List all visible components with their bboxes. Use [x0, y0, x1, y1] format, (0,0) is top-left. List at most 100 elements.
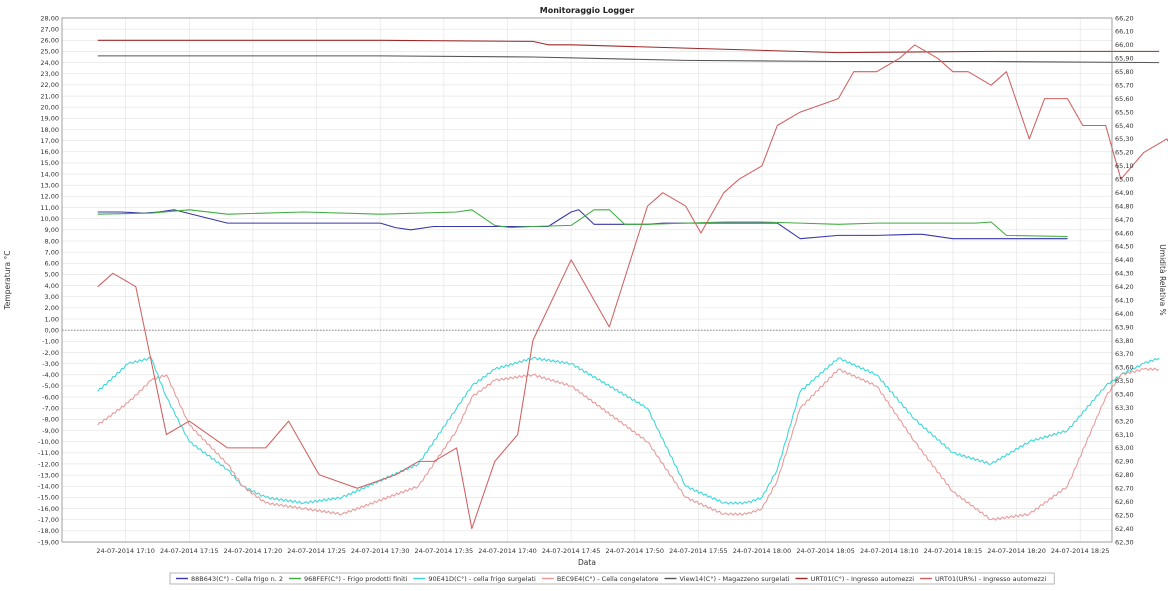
- series-line-6: [97, 44, 1168, 530]
- series-line-1: [97, 209, 1068, 238]
- y-tick-label: -7,00: [42, 405, 59, 413]
- y-tick-label: -2,00: [42, 349, 59, 357]
- legend-entry-2: 90E41D(C°) - cella frigo surgelati: [428, 575, 536, 583]
- x-tick-label: 24-07-2014 17:35: [415, 547, 474, 555]
- y2-tick-label: 64,40: [1115, 256, 1134, 264]
- y-axis-title: Temperatura °C: [3, 250, 12, 310]
- y-tick-label: 6,00: [45, 260, 59, 268]
- y-tick-label: 10,00: [40, 215, 59, 223]
- y-tick-label: 25,00: [40, 48, 59, 56]
- y-tick-label: -3,00: [42, 360, 59, 368]
- y-tick-label: -10,00: [38, 438, 59, 446]
- y2-tick-label: 64,50: [1115, 243, 1134, 251]
- legend-entry-4: View14(C°) - Magazzeno surgelati: [680, 575, 790, 583]
- y2-tick-label: 64,20: [1115, 283, 1134, 291]
- y2-tick-label: 62,70: [1115, 485, 1134, 493]
- y2-tick-label: 63,20: [1115, 417, 1134, 425]
- x-tick-label: 24-07-2014 17:55: [669, 547, 728, 555]
- y2-tick-label: 65,70: [1115, 81, 1134, 89]
- y-tick-label: 15,00: [40, 159, 59, 167]
- y-tick-label: 7,00: [45, 248, 59, 256]
- y2-tick-label: 65,20: [1115, 149, 1134, 157]
- y-tick-label: 16,00: [40, 148, 59, 156]
- y2-tick-label: 62,90: [1115, 458, 1134, 466]
- y2-tick-label: 63,00: [1115, 444, 1134, 452]
- y-tick-label: 4,00: [45, 282, 59, 290]
- y-tick-label: -14,00: [38, 483, 59, 491]
- y-tick-label: 18,00: [40, 126, 59, 134]
- y2-tick-label: 62,80: [1115, 471, 1134, 479]
- y-tick-label: 8,00: [45, 237, 59, 245]
- x-axis-ticks: 24-07-2014 17:10 24-07-2014 17:15 24-07-20…: [96, 547, 1109, 555]
- legend-entry-5: URT01(C°) - Ingresso automezzi: [811, 575, 915, 583]
- y2-tick-label: 65,30: [1115, 135, 1134, 143]
- y2-tick-label: 65,80: [1115, 68, 1134, 76]
- y-tick-label: 24,00: [40, 59, 59, 67]
- x-tick-label: 24-07-2014 18:10: [860, 547, 919, 555]
- grid: [62, 17, 1112, 543]
- y2-tick-label: 63,30: [1115, 404, 1134, 412]
- y-tick-label: 5,00: [45, 271, 59, 279]
- y2-tick-label: 65,40: [1115, 122, 1134, 130]
- y2-tick-label: 63,70: [1115, 350, 1134, 358]
- legend-box: [169, 572, 1055, 585]
- y-tick-label: -1,00: [42, 338, 59, 346]
- y-tick-label: -19,00: [38, 538, 59, 546]
- y-tick-label: 2,00: [45, 304, 59, 312]
- legend-entry-1: 968FEF(C°) - Frigo prodotti finiti: [304, 575, 408, 583]
- x-tick-label: 24-07-2014 18:05: [796, 547, 855, 555]
- y-tick-label: 27,00: [40, 25, 59, 33]
- y-tick-label: -11,00: [38, 449, 59, 457]
- x-axis-title: Data: [578, 558, 596, 567]
- y2-tick-label: 63,60: [1115, 364, 1134, 372]
- y-tick-label: -6,00: [42, 393, 59, 401]
- y2-tick-label: 65,50: [1115, 108, 1134, 116]
- y-tick-label: 0,00: [45, 326, 59, 334]
- y2-tick-label: 64,80: [1115, 202, 1134, 210]
- y2-tick-label: 64,10: [1115, 296, 1134, 304]
- x-tick-label: 24-07-2014 18:00: [733, 547, 792, 555]
- y2-tick-label: 66,20: [1115, 14, 1134, 22]
- y2-tick-label: 63,40: [1115, 391, 1134, 399]
- y2-tick-label: 66,00: [1115, 41, 1134, 49]
- y2-tick-label: 62,40: [1115, 525, 1134, 533]
- y-tick-label: 14,00: [40, 170, 59, 178]
- x-tick-label: 24-07-2014 18:20: [987, 547, 1046, 555]
- x-tick-label: 24-07-2014 17:10: [96, 547, 155, 555]
- y2-axis-title: Umidità Relativa %: [1158, 244, 1167, 315]
- x-tick-label: 24-07-2014 17:30: [351, 547, 410, 555]
- y-tick-label: -9,00: [42, 427, 59, 435]
- y2-tick-label: 65,10: [1115, 162, 1134, 170]
- series-line-0: [97, 209, 1068, 240]
- series-line-4: [97, 55, 1160, 64]
- y2-axis-ticks: 66,20 66,10 66,00 65,90 65,80 65,70 65,60 65,50…: [1115, 14, 1134, 546]
- series-line-2: [97, 356, 1160, 505]
- y-tick-label: -8,00: [42, 416, 59, 424]
- y-tick-label: 13,00: [40, 182, 59, 190]
- chart-title: Monitoraggio Logger: [540, 6, 635, 15]
- legend: 88B643(C°) - Cella frigo n. 2 968FEF(C°) …: [169, 572, 1055, 585]
- y2-tick-label: 65,60: [1115, 95, 1134, 103]
- series-line-3: [97, 367, 1160, 521]
- plot-frame: [61, 17, 1113, 543]
- y-tick-label: -17,00: [38, 516, 59, 524]
- y-tick-label: 28,00: [40, 14, 59, 22]
- y-tick-label: 21,00: [40, 92, 59, 100]
- x-tick-label: 24-07-2014 17:50: [605, 547, 664, 555]
- y2-tick-label: 64,00: [1115, 310, 1134, 318]
- y-tick-label: 3,00: [45, 293, 59, 301]
- x-tick-label: 24-07-2014 18:15: [924, 547, 983, 555]
- y-axis-ticks: 28,00 27,00 26,00 25,00 24,00 23,00 22,00 21,00…: [38, 14, 59, 546]
- y-tick-label: -5,00: [42, 382, 59, 390]
- y-tick-label: -13,00: [38, 471, 59, 479]
- y-tick-label: 1,00: [45, 315, 59, 323]
- y-tick-label: 22,00: [40, 81, 59, 89]
- y2-tick-label: 62,50: [1115, 511, 1134, 519]
- y-tick-label: 9,00: [45, 226, 59, 234]
- y2-tick-label: 63,10: [1115, 431, 1134, 439]
- legend-entry-3: BEC9E4(C°) - Cella congelatore: [557, 575, 659, 583]
- y-tick-label: 19,00: [40, 115, 59, 123]
- series-group: [97, 39, 1168, 530]
- y-tick-label: 20,00: [40, 103, 59, 111]
